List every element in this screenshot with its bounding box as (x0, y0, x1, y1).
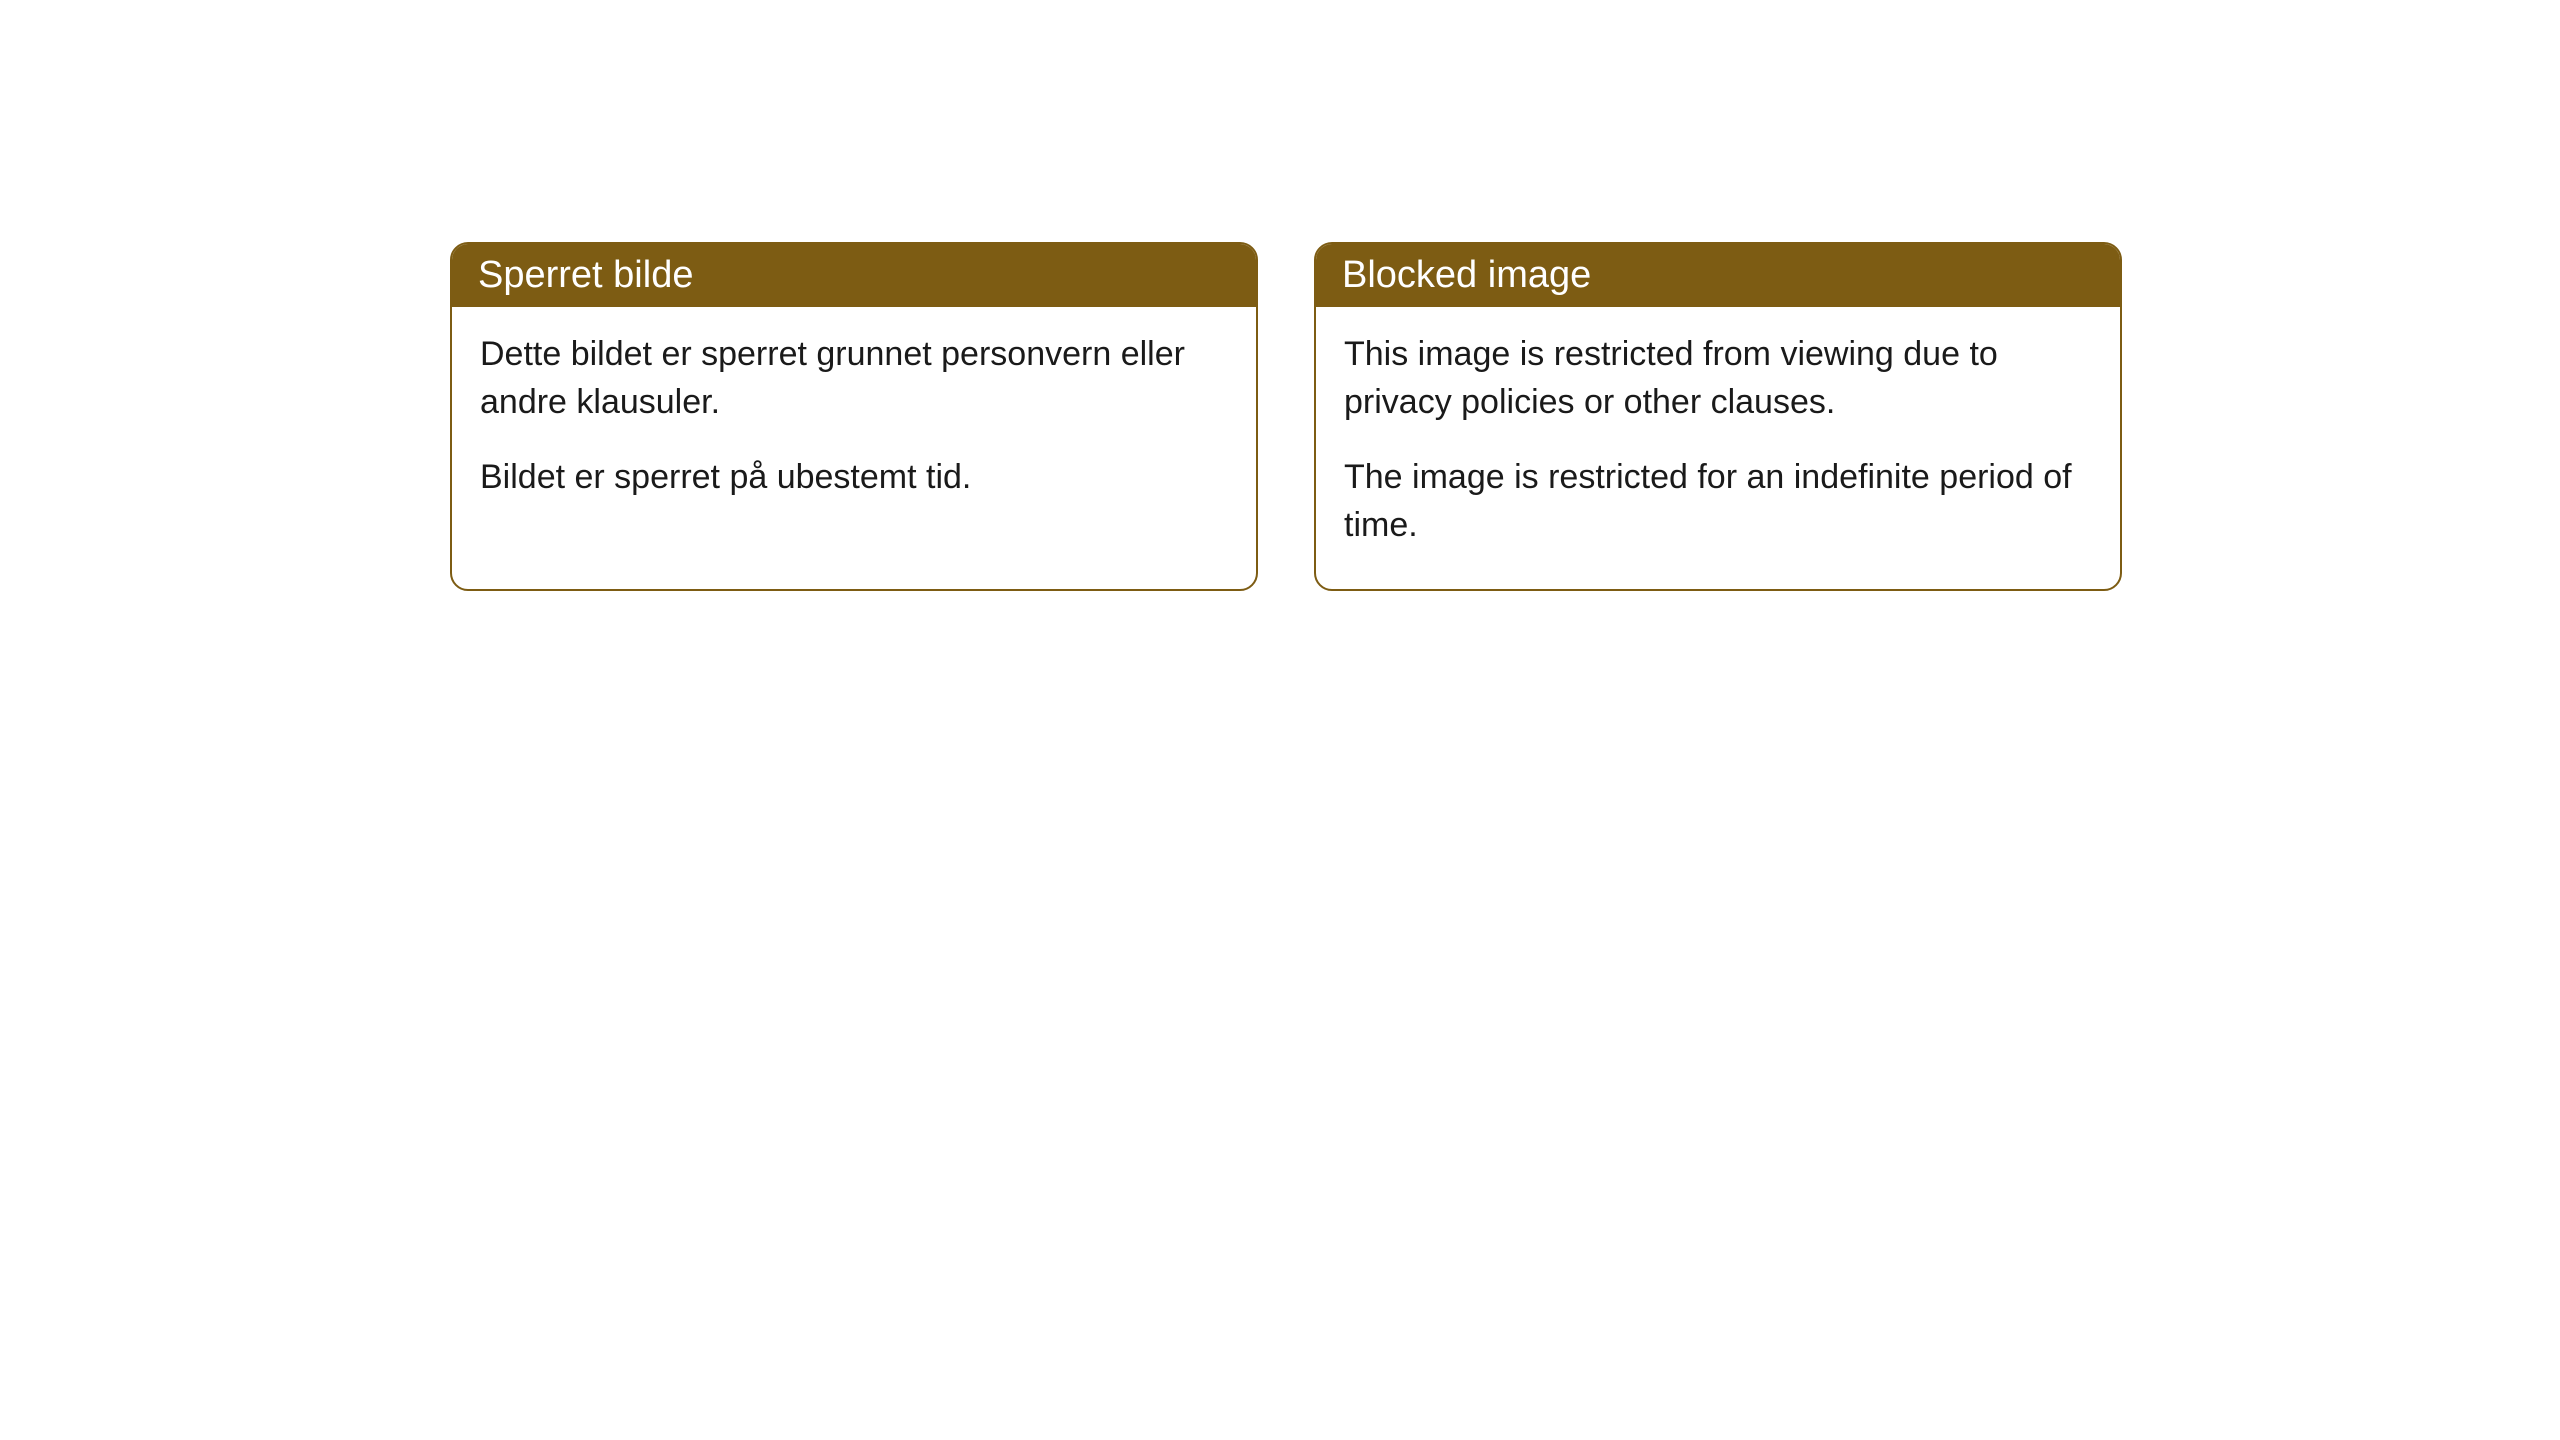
notice-card-norwegian: Sperret bilde Dette bildet er sperret gr… (450, 242, 1258, 591)
card-paragraph: The image is restricted for an indefinit… (1344, 454, 2092, 549)
notice-card-english: Blocked image This image is restricted f… (1314, 242, 2122, 591)
card-title: Sperret bilde (478, 254, 693, 296)
card-paragraph: Dette bildet er sperret grunnet personve… (480, 331, 1228, 426)
card-header-english: Blocked image (1316, 244, 2120, 307)
card-header-norwegian: Sperret bilde (452, 244, 1256, 307)
card-paragraph: This image is restricted from viewing du… (1344, 331, 2092, 426)
card-body-english: This image is restricted from viewing du… (1316, 307, 2120, 589)
card-body-norwegian: Dette bildet er sperret grunnet personve… (452, 307, 1256, 542)
card-paragraph: Bildet er sperret på ubestemt tid. (480, 454, 1228, 502)
card-title: Blocked image (1342, 254, 1591, 296)
notice-cards-container: Sperret bilde Dette bildet er sperret gr… (450, 242, 2122, 591)
